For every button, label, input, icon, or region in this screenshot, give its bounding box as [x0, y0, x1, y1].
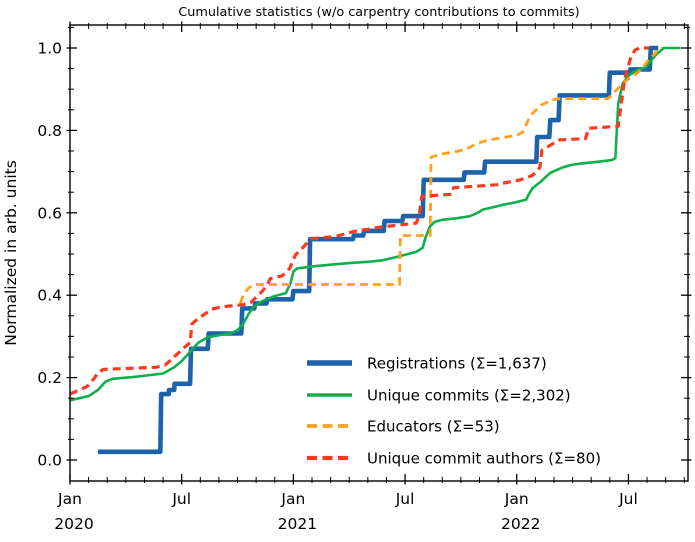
- legend-item-educators: Educators (Σ=53): [307, 418, 500, 436]
- series-unique-commit-authors: [69, 46, 649, 396]
- legend-item-unique-commits: Unique commits (Σ=2,302): [307, 387, 571, 405]
- legend-label-unique-commits: Unique commits (Σ=2,302): [367, 387, 571, 405]
- x-tick-label: Jul: [395, 490, 415, 508]
- y-tick-label: 0.2: [37, 369, 62, 387]
- x-axis: Jan Jul Jan Jul Jan Jul 2020 2021 2022: [54, 490, 638, 533]
- y-tick-label: 0.8: [37, 122, 62, 140]
- series-educators: [238, 46, 662, 304]
- legend-item-unique-commit-authors: Unique commit authors (Σ=80): [307, 450, 601, 468]
- x-tick-year-label: 2020: [54, 515, 93, 533]
- chart-title: Cumulative statistics (w/o carpentry con…: [178, 5, 579, 20]
- plot-area: [69, 45, 681, 455]
- series-unique-commits: [69, 46, 681, 402]
- x-tick-year-label: 2022: [501, 515, 540, 533]
- x-tick-label: Jul: [171, 490, 191, 508]
- legend-label-educators: Educators (Σ=53): [367, 418, 500, 436]
- y-tick-label: 0.0: [37, 452, 62, 470]
- x-tick-label: Jan: [280, 490, 305, 508]
- y-tick-label: 0.6: [37, 204, 62, 222]
- y-tick-label: 0.4: [37, 287, 62, 305]
- legend-item-registrations: Registrations (Σ=1,637): [307, 355, 547, 373]
- plot-border: [69, 24, 689, 482]
- series-registrations: [97, 45, 659, 455]
- y-axis: 0.0 0.2 0.4 0.6 0.8 1.0: [37, 40, 62, 470]
- legend-label-unique-commit-authors: Unique commit authors (Σ=80): [367, 450, 601, 468]
- x-tick-label: Jul: [618, 490, 638, 508]
- y-axis-label: Normalized in arb. units: [2, 160, 20, 346]
- x-tick-label: Jan: [57, 490, 82, 508]
- x-tick-label: Jan: [504, 490, 529, 508]
- x-tick-year-label: 2021: [278, 515, 317, 533]
- legend-label-registrations: Registrations (Σ=1,637): [367, 355, 547, 373]
- y-tick-label: 1.0: [37, 40, 62, 58]
- legend: Registrations (Σ=1,637) Unique commits (Σ…: [307, 355, 601, 468]
